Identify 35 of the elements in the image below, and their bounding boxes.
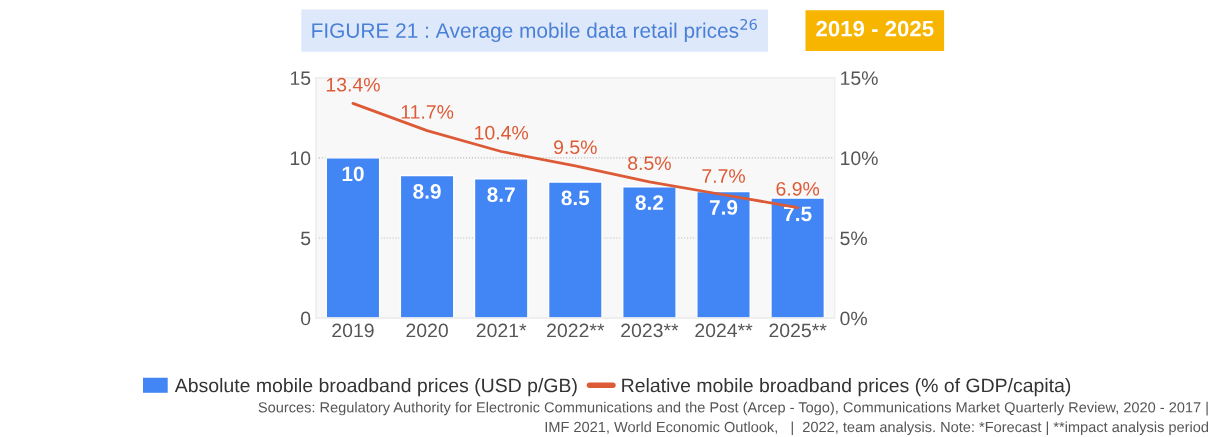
text: IMF 2021, World Economic Outlook, | 2022, team analysis. Note: *Forecast | **impact analysis period — [545, 421, 1209, 436]
x-tick-label: 2024** — [695, 323, 753, 338]
data-label: 8.7 — [487, 187, 515, 203]
y-tick-label: 10 — [290, 151, 311, 166]
data-label: 11.7% — [401, 105, 454, 119]
data-label: 13.4% — [326, 77, 380, 92]
data-label: 10.4% — [475, 125, 529, 140]
data-label: 9.5% — [554, 140, 597, 155]
x-tick-label: 2021* — [476, 323, 527, 338]
data-label: 8.2 — [635, 195, 664, 211]
data-label: 8.5% — [628, 156, 671, 171]
data-label: 8.5 — [561, 190, 590, 206]
y2-tick-label: 0% — [840, 311, 867, 326]
x-tick-label: 2023** — [621, 323, 679, 338]
data-label: 7.7% — [702, 169, 745, 183]
y-tick-label: 15 — [290, 71, 311, 86]
data-label: 8.9 — [413, 184, 441, 199]
y-tick-label: 0 — [300, 311, 311, 326]
chart-subtitle: 2019 - 2025 — [816, 20, 934, 37]
y2-tick-label: 10% — [841, 151, 878, 166]
source-note: Sources: Regulatory Authority for Electronic Communications and the Post (Arcep - Togo), Communications Market Quarterly Review, 2020 - 2017 | — [258, 401, 1208, 416]
legend-label: Absolute mobile broadband prices (USD p/GB) — [174, 378, 577, 397]
y2-tick-label: 5% — [840, 231, 867, 246]
y2-tick-label: 15% — [841, 71, 878, 86]
x-tick-label: 2025** — [769, 323, 827, 338]
data-label: 7.5 — [784, 206, 812, 222]
x-tick-label: 2022** — [547, 323, 605, 338]
data-label: 7.9 — [709, 200, 738, 215]
data-label: 6.9% — [776, 181, 820, 196]
x-tick-label: 2020 — [406, 323, 448, 338]
x-tick-label: 2019 — [332, 323, 374, 338]
data-label: 10 — [342, 166, 364, 182]
chart-title: FIGURE 21 : Average mobile data retail prices$^{26}$ — [312, 18, 757, 43]
legend-label: Relative mobile broadband prices (% of GDP/capita) — [622, 378, 1071, 397]
y-tick-label: 5 — [301, 231, 311, 246]
